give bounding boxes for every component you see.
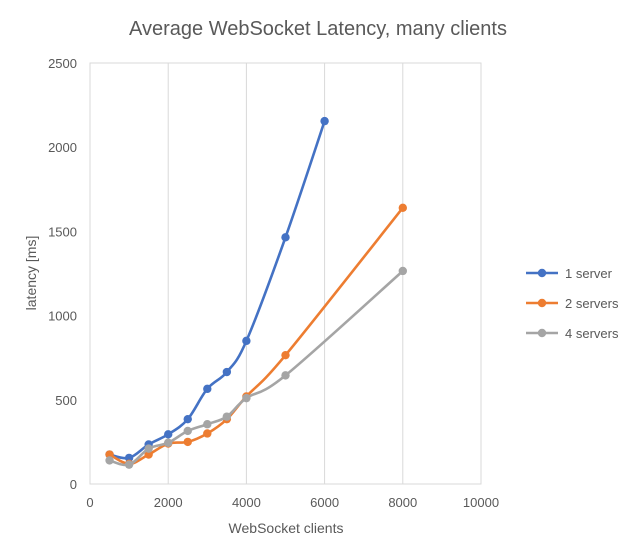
data-point <box>164 438 173 447</box>
y-tick-label: 0 <box>70 477 77 492</box>
y-tick-label: 1500 <box>48 224 77 239</box>
data-point <box>183 437 192 447</box>
data-point <box>222 367 232 377</box>
series-1 <box>105 203 407 468</box>
legend-label: 2 servers <box>565 296 619 311</box>
data-point <box>144 450 153 459</box>
legend: 1 server 2 servers 4 servers <box>526 266 619 341</box>
data-point <box>242 393 251 403</box>
data-point <box>203 429 212 438</box>
legend-item: 4 servers <box>526 326 619 341</box>
x-tick-label: 0 <box>86 495 93 510</box>
series-line <box>108 119 326 460</box>
data-point <box>398 203 407 213</box>
x-axis-label: WebSocket clients <box>229 520 344 536</box>
legend-swatch-marker <box>537 328 547 338</box>
series-layer <box>105 116 407 469</box>
data-point <box>203 420 212 429</box>
plot-area-border <box>89 62 482 485</box>
x-tick-label: 2000 <box>154 495 183 510</box>
series-0 <box>105 116 329 463</box>
data-point <box>320 116 329 126</box>
y-tick-label: 500 <box>55 393 77 408</box>
legend-item: 2 servers <box>526 296 619 311</box>
legend-item: 1 server <box>526 266 613 281</box>
x-tick-label: 4000 <box>232 495 261 510</box>
x-axis-ticks: 0 2000 4000 6000 8000 10000 <box>86 495 499 510</box>
series-line <box>108 269 405 467</box>
x-tick-label: 6000 <box>310 495 339 510</box>
x-tick-label: 8000 <box>388 495 417 510</box>
data-point <box>281 371 290 380</box>
data-point <box>124 460 134 469</box>
y-axis-label: latency [ms] <box>23 236 39 311</box>
data-point <box>183 414 192 424</box>
legend-label: 1 server <box>565 266 613 281</box>
data-point <box>124 453 134 463</box>
legend-swatch-marker <box>537 268 547 278</box>
x-tick-label: 10000 <box>463 495 499 510</box>
y-axis-ticks: 0 500 1000 1500 2000 2500 <box>48 56 77 492</box>
series-line <box>108 206 405 466</box>
data-point <box>398 266 407 276</box>
y-tick-label: 2000 <box>48 140 77 155</box>
data-point <box>144 444 153 453</box>
legend-swatch-marker <box>537 298 547 308</box>
data-point <box>222 412 232 421</box>
legend-label: 4 servers <box>565 326 619 341</box>
chart-title: Average WebSocket Latency, many clients <box>129 18 507 40</box>
data-point <box>105 456 114 465</box>
data-point <box>281 350 290 360</box>
y-tick-label: 2500 <box>48 56 77 71</box>
data-point <box>105 450 114 459</box>
y-tick-label: 1000 <box>48 309 77 324</box>
data-point <box>183 426 192 436</box>
data-point <box>281 233 290 242</box>
series-2 <box>105 266 407 469</box>
gridlines <box>167 63 404 484</box>
data-point <box>203 384 212 394</box>
data-point <box>242 336 251 346</box>
data-point <box>164 430 173 439</box>
